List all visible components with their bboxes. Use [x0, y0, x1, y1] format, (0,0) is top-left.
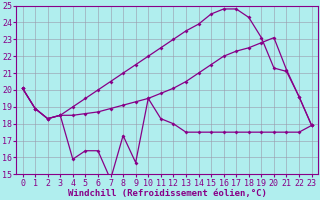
X-axis label: Windchill (Refroidissement éolien,°C): Windchill (Refroidissement éolien,°C)	[68, 189, 267, 198]
